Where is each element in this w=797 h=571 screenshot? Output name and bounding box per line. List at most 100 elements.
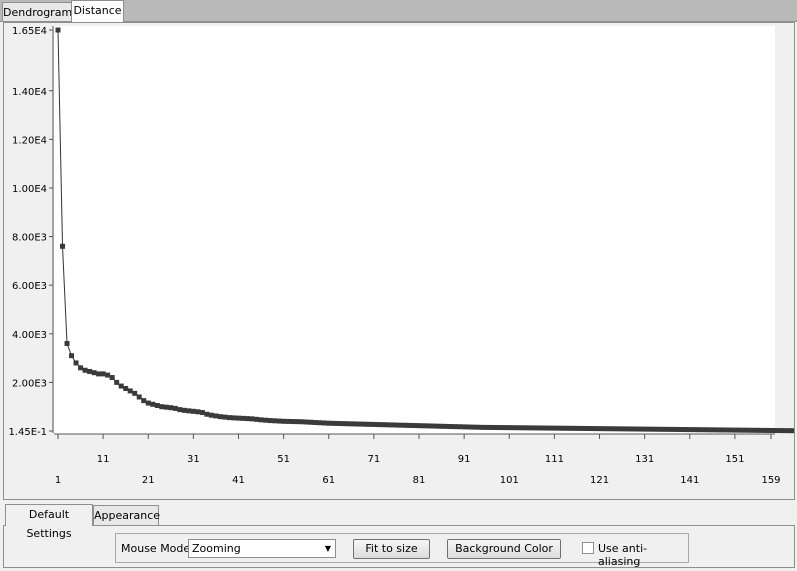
tab-dendrogram[interactable]: Dendrogram [2, 2, 72, 21]
data-point [786, 428, 792, 434]
data-point [91, 370, 97, 376]
data-point [434, 423, 440, 429]
data-point [633, 426, 639, 432]
data-point [330, 420, 336, 426]
data-point [732, 427, 738, 433]
data-point [592, 426, 598, 432]
data-point [393, 422, 399, 428]
x-tick-label: 111 [545, 454, 564, 465]
data-point [457, 424, 463, 430]
top-tab-bar: Dendrogram Distance [0, 0, 797, 22]
background-color-button[interactable]: Background Color [447, 539, 561, 559]
tab-appearance[interactable]: Appearance [93, 505, 160, 525]
y-tick-label: 8.00E3 [12, 233, 47, 244]
data-point [763, 427, 769, 433]
data-point [371, 421, 377, 427]
data-point [55, 27, 61, 33]
data-point [791, 428, 794, 434]
data-point [326, 420, 332, 426]
data-point [384, 422, 390, 428]
data-point [421, 423, 427, 429]
data-point [285, 418, 291, 424]
distance-plot-panel[interactable]: 1.45E-1 2.00E3 4.00E3 6.00E3 8.00E3 1.00E4 1.2… [3, 22, 795, 500]
data-point [416, 423, 422, 429]
data-point [87, 368, 93, 374]
data-point [204, 411, 210, 417]
data-point [145, 400, 151, 406]
data-point [186, 408, 192, 414]
data-point [682, 427, 688, 433]
data-point [520, 425, 526, 431]
data-point [709, 427, 715, 433]
data-point [547, 425, 553, 431]
data-point [601, 426, 607, 432]
data-point [560, 425, 566, 431]
data-point [208, 412, 214, 418]
data-point [141, 398, 147, 404]
x-tick-label: 81 [413, 475, 426, 486]
data-point [294, 419, 300, 425]
x-tick-label: 41 [232, 475, 245, 486]
data-point [240, 415, 246, 421]
data-point [159, 404, 165, 410]
data-point [425, 423, 431, 429]
data-point [249, 416, 255, 422]
mouse-mode-select[interactable]: Zooming ▼ [188, 539, 336, 558]
data-point [136, 394, 142, 400]
antialias-checkbox[interactable] [582, 542, 594, 554]
data-point [542, 425, 548, 431]
data-point [213, 413, 219, 419]
data-point [524, 425, 530, 431]
data-point [353, 421, 359, 427]
data-point [407, 422, 413, 428]
data-point [597, 426, 603, 432]
data-point [660, 426, 666, 432]
data-point [344, 421, 350, 427]
data-point [389, 422, 395, 428]
tab-distance[interactable]: Distance [71, 0, 124, 22]
data-point [750, 427, 756, 433]
data-point [673, 426, 679, 432]
data-point [317, 420, 323, 426]
data-point [556, 425, 562, 431]
data-point [533, 425, 539, 431]
data-point [497, 425, 503, 431]
tab-default-settings[interactable]: Default Settings [5, 504, 93, 540]
data-point [195, 409, 201, 415]
data-point [163, 404, 169, 410]
data-point [452, 424, 458, 430]
data-point [348, 421, 354, 427]
data-point [515, 425, 521, 431]
data-point [488, 424, 494, 430]
data-point [430, 423, 436, 429]
data-point [777, 428, 783, 434]
y-tick-label: 1.65E4 [12, 26, 47, 37]
data-point [335, 420, 341, 426]
data-point [723, 427, 729, 433]
data-point [718, 427, 724, 433]
x-tick-label: 141 [680, 475, 699, 486]
data-point [100, 371, 106, 377]
data-point [123, 385, 129, 391]
data-point [529, 425, 535, 431]
x-tick-label: 151 [725, 454, 744, 465]
mouse-mode-label: Mouse Mode [121, 542, 191, 555]
x-tick-label: 1 [55, 475, 61, 486]
data-point [150, 401, 156, 407]
data-point [754, 427, 760, 433]
data-point [64, 341, 70, 347]
x-tick-label: 159 [761, 475, 780, 486]
fit-to-size-button[interactable]: Fit to size [353, 539, 430, 559]
data-point [475, 424, 481, 430]
data-point [443, 423, 449, 429]
plot-area [54, 26, 775, 434]
data-point [398, 422, 404, 428]
data-point [236, 415, 242, 421]
antialias-label: Use anti-aliasing [598, 542, 648, 568]
data-point [669, 426, 675, 432]
data-point [479, 424, 485, 430]
data-point [267, 418, 273, 424]
data-point [366, 421, 372, 427]
data-point [362, 421, 368, 427]
x-tick-label: 11 [97, 454, 110, 465]
